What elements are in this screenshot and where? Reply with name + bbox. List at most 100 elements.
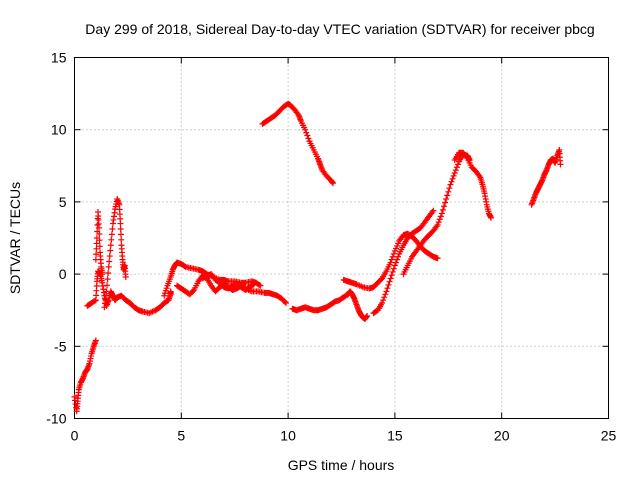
- y-tick-label: 15: [51, 50, 67, 66]
- data-point: [446, 185, 453, 192]
- data-point: [105, 263, 112, 270]
- grid: [74, 57, 609, 419]
- data-point: [454, 161, 461, 168]
- data-point: [452, 167, 459, 174]
- data-point: [329, 180, 336, 187]
- data-point: [109, 225, 116, 232]
- data-point: [117, 225, 124, 232]
- data-point: [96, 243, 103, 250]
- data-point: [450, 172, 457, 179]
- data-point: [448, 178, 455, 185]
- data-point: [439, 206, 446, 213]
- data-point: [181, 263, 188, 270]
- data-point: [104, 282, 111, 289]
- x-tick-label: 25: [601, 428, 617, 444]
- data-point: [381, 294, 388, 301]
- data-point: [389, 253, 396, 260]
- data-point: [104, 276, 111, 283]
- data-point: [105, 270, 112, 277]
- data-point: [388, 272, 395, 279]
- data-point: [390, 265, 397, 272]
- data-point: [385, 281, 392, 288]
- data-point: [436, 216, 443, 223]
- data-point: [392, 259, 399, 266]
- data-point: [445, 188, 452, 195]
- data-point: [391, 262, 398, 269]
- data-point: [93, 251, 100, 258]
- y-tick-label: 10: [51, 122, 67, 138]
- data-point: [449, 175, 456, 182]
- data-point: [557, 161, 564, 168]
- data-point: [488, 214, 495, 221]
- data-point: [93, 240, 100, 247]
- data-point: [282, 299, 289, 306]
- data-point: [379, 299, 386, 306]
- chart-title: Day 299 of 2018, Sidereal Day-to-day VTE…: [85, 21, 594, 37]
- y-tick-label: -5: [54, 338, 67, 354]
- data-point: [388, 256, 395, 263]
- data-point: [103, 288, 110, 295]
- data-point: [380, 297, 387, 304]
- data-point: [444, 192, 451, 199]
- data-point: [302, 126, 309, 133]
- data-point: [443, 196, 450, 203]
- data-point: [96, 237, 103, 244]
- data-point: [93, 245, 100, 252]
- data-point: [387, 275, 394, 282]
- data-point: [117, 231, 124, 238]
- x-tick-label: 5: [177, 428, 185, 444]
- data-point: [117, 220, 124, 227]
- data-point: [99, 271, 106, 278]
- data-point: [394, 256, 401, 263]
- y-tick-label: 0: [59, 266, 67, 282]
- data-point: [96, 231, 103, 238]
- data-point: [382, 291, 389, 298]
- y-axis-label: SDTVAR / TECUs: [7, 182, 23, 294]
- data-point: [434, 222, 441, 229]
- data-point: [91, 297, 98, 304]
- data-point: [122, 273, 129, 280]
- data-marks: [71, 100, 564, 415]
- data-point: [441, 203, 448, 210]
- data-point: [384, 285, 391, 292]
- data-point: [442, 199, 449, 206]
- data-point: [108, 236, 115, 243]
- x-axis-label: GPS time / hours: [288, 457, 395, 473]
- data-point: [304, 132, 311, 139]
- data-point: [386, 278, 393, 285]
- data-point: [118, 236, 125, 243]
- data-point: [107, 247, 114, 254]
- data-point: [447, 181, 454, 188]
- data-point: [364, 312, 371, 319]
- data-point: [387, 259, 394, 266]
- data-point: [430, 207, 437, 214]
- data-point: [389, 268, 396, 275]
- data-point: [434, 255, 441, 262]
- data-point: [451, 170, 458, 177]
- data-point: [190, 288, 197, 295]
- data-point: [303, 129, 310, 136]
- x-tick-label: 0: [71, 428, 79, 444]
- data-point: [390, 250, 397, 257]
- y-tick-label: -10: [46, 411, 66, 427]
- data-point: [257, 282, 264, 289]
- data-point: [92, 337, 99, 344]
- data-point: [395, 253, 402, 260]
- data-point: [106, 253, 113, 260]
- data-point: [305, 135, 312, 142]
- data-point: [250, 281, 257, 288]
- data-point: [437, 213, 444, 220]
- data-point: [438, 210, 445, 217]
- data-point: [453, 164, 460, 171]
- x-tick-label: 20: [494, 428, 510, 444]
- data-point: [107, 242, 114, 249]
- data-point: [106, 258, 113, 265]
- data-point: [383, 288, 390, 295]
- x-tick-label: 10: [280, 428, 296, 444]
- data-point: [108, 231, 115, 238]
- data-point: [167, 288, 174, 295]
- data-point: [256, 281, 263, 288]
- y-tick-label: 5: [59, 194, 67, 210]
